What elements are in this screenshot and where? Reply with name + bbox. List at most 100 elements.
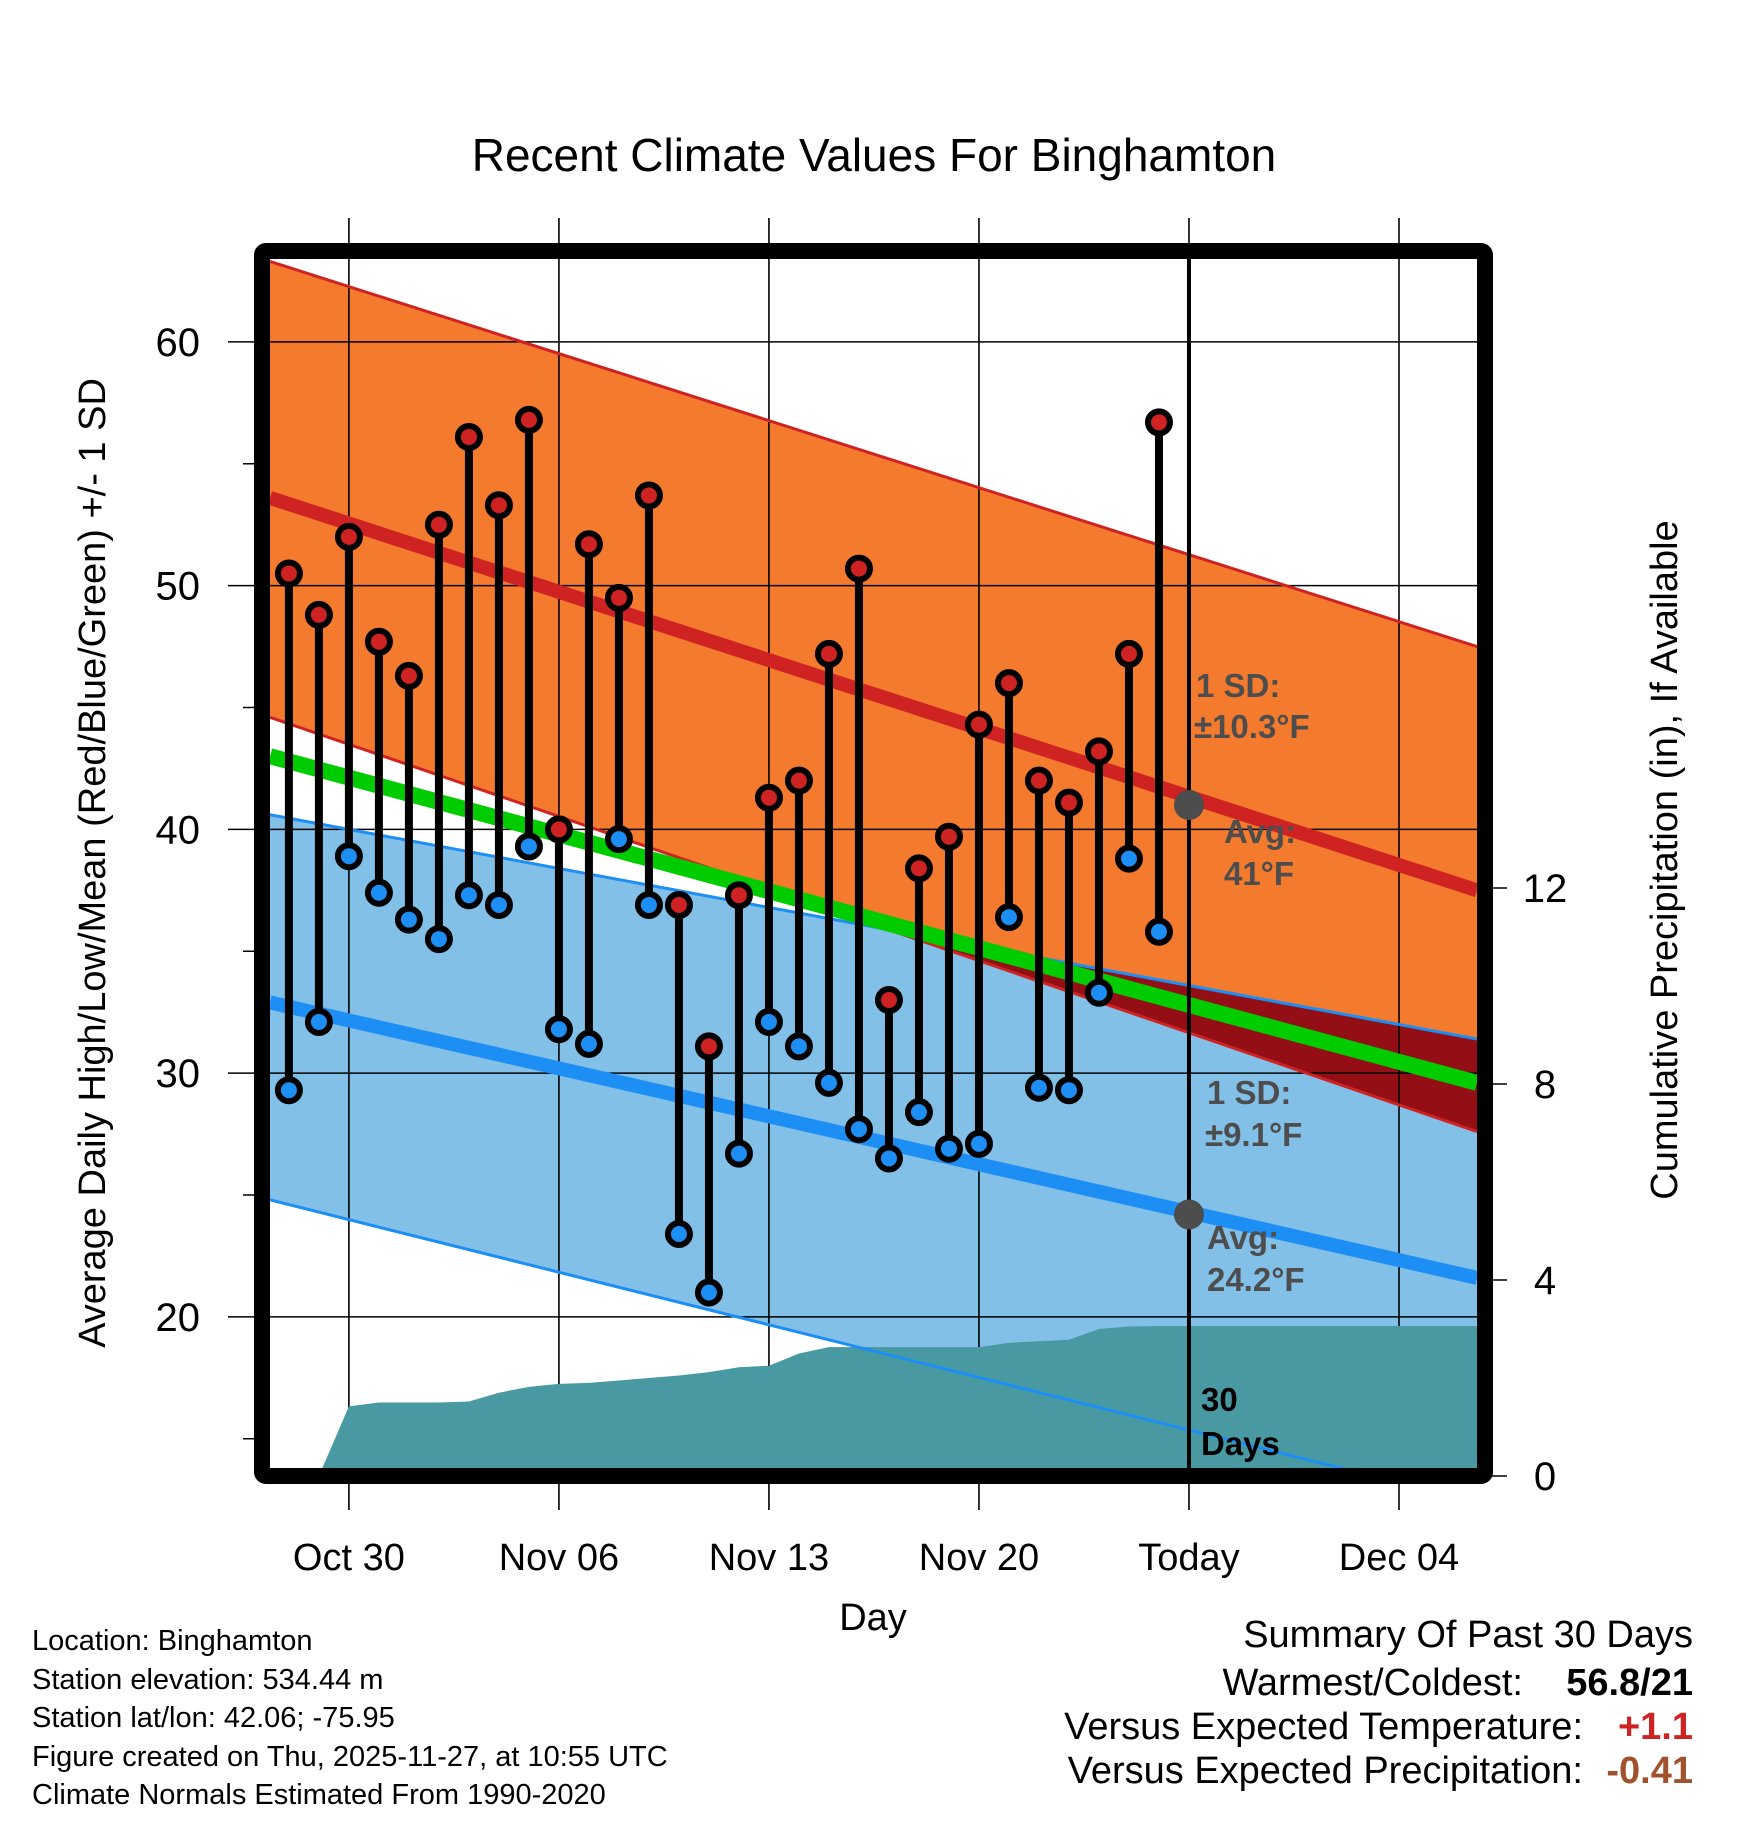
low-avg-label: Avg: bbox=[1207, 1219, 1279, 1256]
x-tick-label: Nov 06 bbox=[499, 1537, 619, 1579]
high-point bbox=[634, 481, 663, 510]
high-point bbox=[274, 559, 303, 588]
annotations: 1 SD: ±10.3°F Avg: 41°F 1 SD: ±9.1°F Avg: 24.2°… bbox=[1173, 259, 1310, 1468]
low-avg-value: 24.2°F bbox=[1207, 1261, 1305, 1298]
low-point bbox=[754, 1007, 783, 1036]
temp-departure-value: +1.1 bbox=[1617, 1706, 1693, 1748]
low-sd-label: 1 SD: bbox=[1207, 1074, 1291, 1111]
y2-tick-label: 0 bbox=[1534, 1455, 1556, 1499]
precip-departure-value: -0.41 bbox=[1606, 1750, 1693, 1792]
high-point bbox=[544, 815, 573, 844]
low-point bbox=[334, 842, 363, 871]
high-point bbox=[934, 822, 963, 851]
daily-record bbox=[934, 822, 963, 1163]
daily-record bbox=[964, 710, 993, 1158]
low-point bbox=[694, 1278, 723, 1307]
low-point bbox=[1114, 844, 1143, 873]
high-point bbox=[304, 600, 333, 629]
daily-record bbox=[1144, 408, 1173, 946]
y-tick-label: 30 bbox=[156, 1052, 201, 1096]
daily-record bbox=[1084, 737, 1113, 1007]
y-tick-label: 50 bbox=[156, 565, 201, 609]
low-point bbox=[1144, 917, 1173, 946]
high-point bbox=[874, 986, 903, 1014]
summary-heading: Summary Of Past 30 Days bbox=[1243, 1614, 1693, 1656]
low-point bbox=[994, 903, 1023, 932]
daily-record bbox=[604, 583, 633, 854]
high-point bbox=[904, 854, 933, 883]
y2-tick-label: 4 bbox=[1534, 1259, 1556, 1303]
high-point bbox=[784, 766, 813, 795]
low-point bbox=[724, 1139, 753, 1168]
high-point bbox=[994, 669, 1023, 698]
daily-record bbox=[424, 510, 453, 954]
normal-bands bbox=[270, 261, 1477, 1468]
high-avg-label: Avg: bbox=[1224, 813, 1296, 850]
low-avg-line bbox=[270, 995, 1477, 1285]
low-point bbox=[304, 1007, 333, 1036]
daily-record bbox=[394, 661, 423, 934]
low-point bbox=[904, 1098, 933, 1127]
daily-record bbox=[1114, 639, 1143, 873]
high-plus-sd-line bbox=[270, 260, 1477, 648]
daily-record bbox=[724, 881, 753, 1168]
high-point bbox=[394, 661, 423, 690]
high-sd-label: 1 SD: bbox=[1196, 667, 1280, 704]
low-point bbox=[814, 1068, 843, 1097]
low-point bbox=[484, 890, 513, 919]
daily-record bbox=[874, 986, 903, 1173]
daily-record bbox=[904, 854, 933, 1127]
high-point bbox=[454, 422, 483, 451]
low-minus-sd-line bbox=[270, 1198, 1347, 1468]
elevation-text: Station elevation: 534.44 m bbox=[32, 1663, 384, 1696]
high-point bbox=[964, 710, 993, 739]
y2-tick-label: 12 bbox=[1523, 867, 1568, 911]
x-tick-label: Today bbox=[1138, 1537, 1239, 1579]
daily-record bbox=[364, 627, 393, 907]
summary-panel: Summary Of Past 30 Days Warmest/Coldest:… bbox=[1064, 1614, 1693, 1794]
low-point bbox=[1024, 1073, 1053, 1102]
high-point bbox=[694, 1032, 723, 1061]
x-tick-label: Nov 20 bbox=[919, 1537, 1039, 1579]
x-tick-label: Oct 30 bbox=[293, 1537, 405, 1579]
high-avg-today-marker bbox=[1173, 790, 1204, 820]
normals-text: Climate Normals Estimated From 1990-2020 bbox=[32, 1779, 606, 1811]
daily-record bbox=[454, 422, 483, 910]
low-point bbox=[514, 832, 543, 861]
temp-departure-label: Versus Expected Temperature: bbox=[1064, 1706, 1583, 1748]
daily-record bbox=[634, 481, 663, 919]
x-axis-label: Day bbox=[839, 1597, 907, 1639]
y-axis-label: Average Daily High/Low/Mean (Red/Blue/Gr… bbox=[72, 378, 114, 1348]
daily-record bbox=[574, 530, 603, 1058]
y-tick-label: 20 bbox=[156, 1296, 201, 1340]
high-point bbox=[1144, 408, 1173, 437]
y-tick-label: 40 bbox=[156, 808, 201, 852]
high-point bbox=[1054, 788, 1083, 817]
high-point bbox=[724, 881, 753, 910]
daily-record bbox=[514, 405, 543, 861]
daily-record bbox=[754, 783, 783, 1036]
high-point bbox=[604, 583, 633, 612]
daily-record bbox=[994, 669, 1023, 932]
daily-stems bbox=[274, 405, 1173, 1307]
low-point bbox=[964, 1129, 993, 1158]
plot-frame bbox=[254, 243, 1493, 1484]
low-point bbox=[394, 905, 423, 934]
high-point bbox=[754, 783, 783, 812]
daily-record bbox=[694, 1032, 723, 1307]
low-point bbox=[1084, 978, 1113, 1007]
days-count-label: 30 bbox=[1201, 1381, 1238, 1418]
location-text: Location: Binghamton bbox=[32, 1625, 313, 1657]
high-point bbox=[814, 639, 843, 668]
created-text: Figure created on Thu, 2025-11-27, at 10… bbox=[32, 1740, 668, 1773]
chart-title: Recent Climate Values For Binghamton bbox=[471, 129, 1277, 181]
daily-record bbox=[1024, 766, 1053, 1102]
high-point bbox=[1114, 639, 1143, 668]
high-sd-value: ±10.3°F bbox=[1194, 708, 1310, 745]
days-word-label: Days bbox=[1201, 1425, 1280, 1462]
daily-record bbox=[334, 522, 363, 871]
low-avg-today-marker bbox=[1173, 1199, 1204, 1230]
low-point bbox=[424, 925, 453, 954]
high-point bbox=[574, 530, 603, 559]
